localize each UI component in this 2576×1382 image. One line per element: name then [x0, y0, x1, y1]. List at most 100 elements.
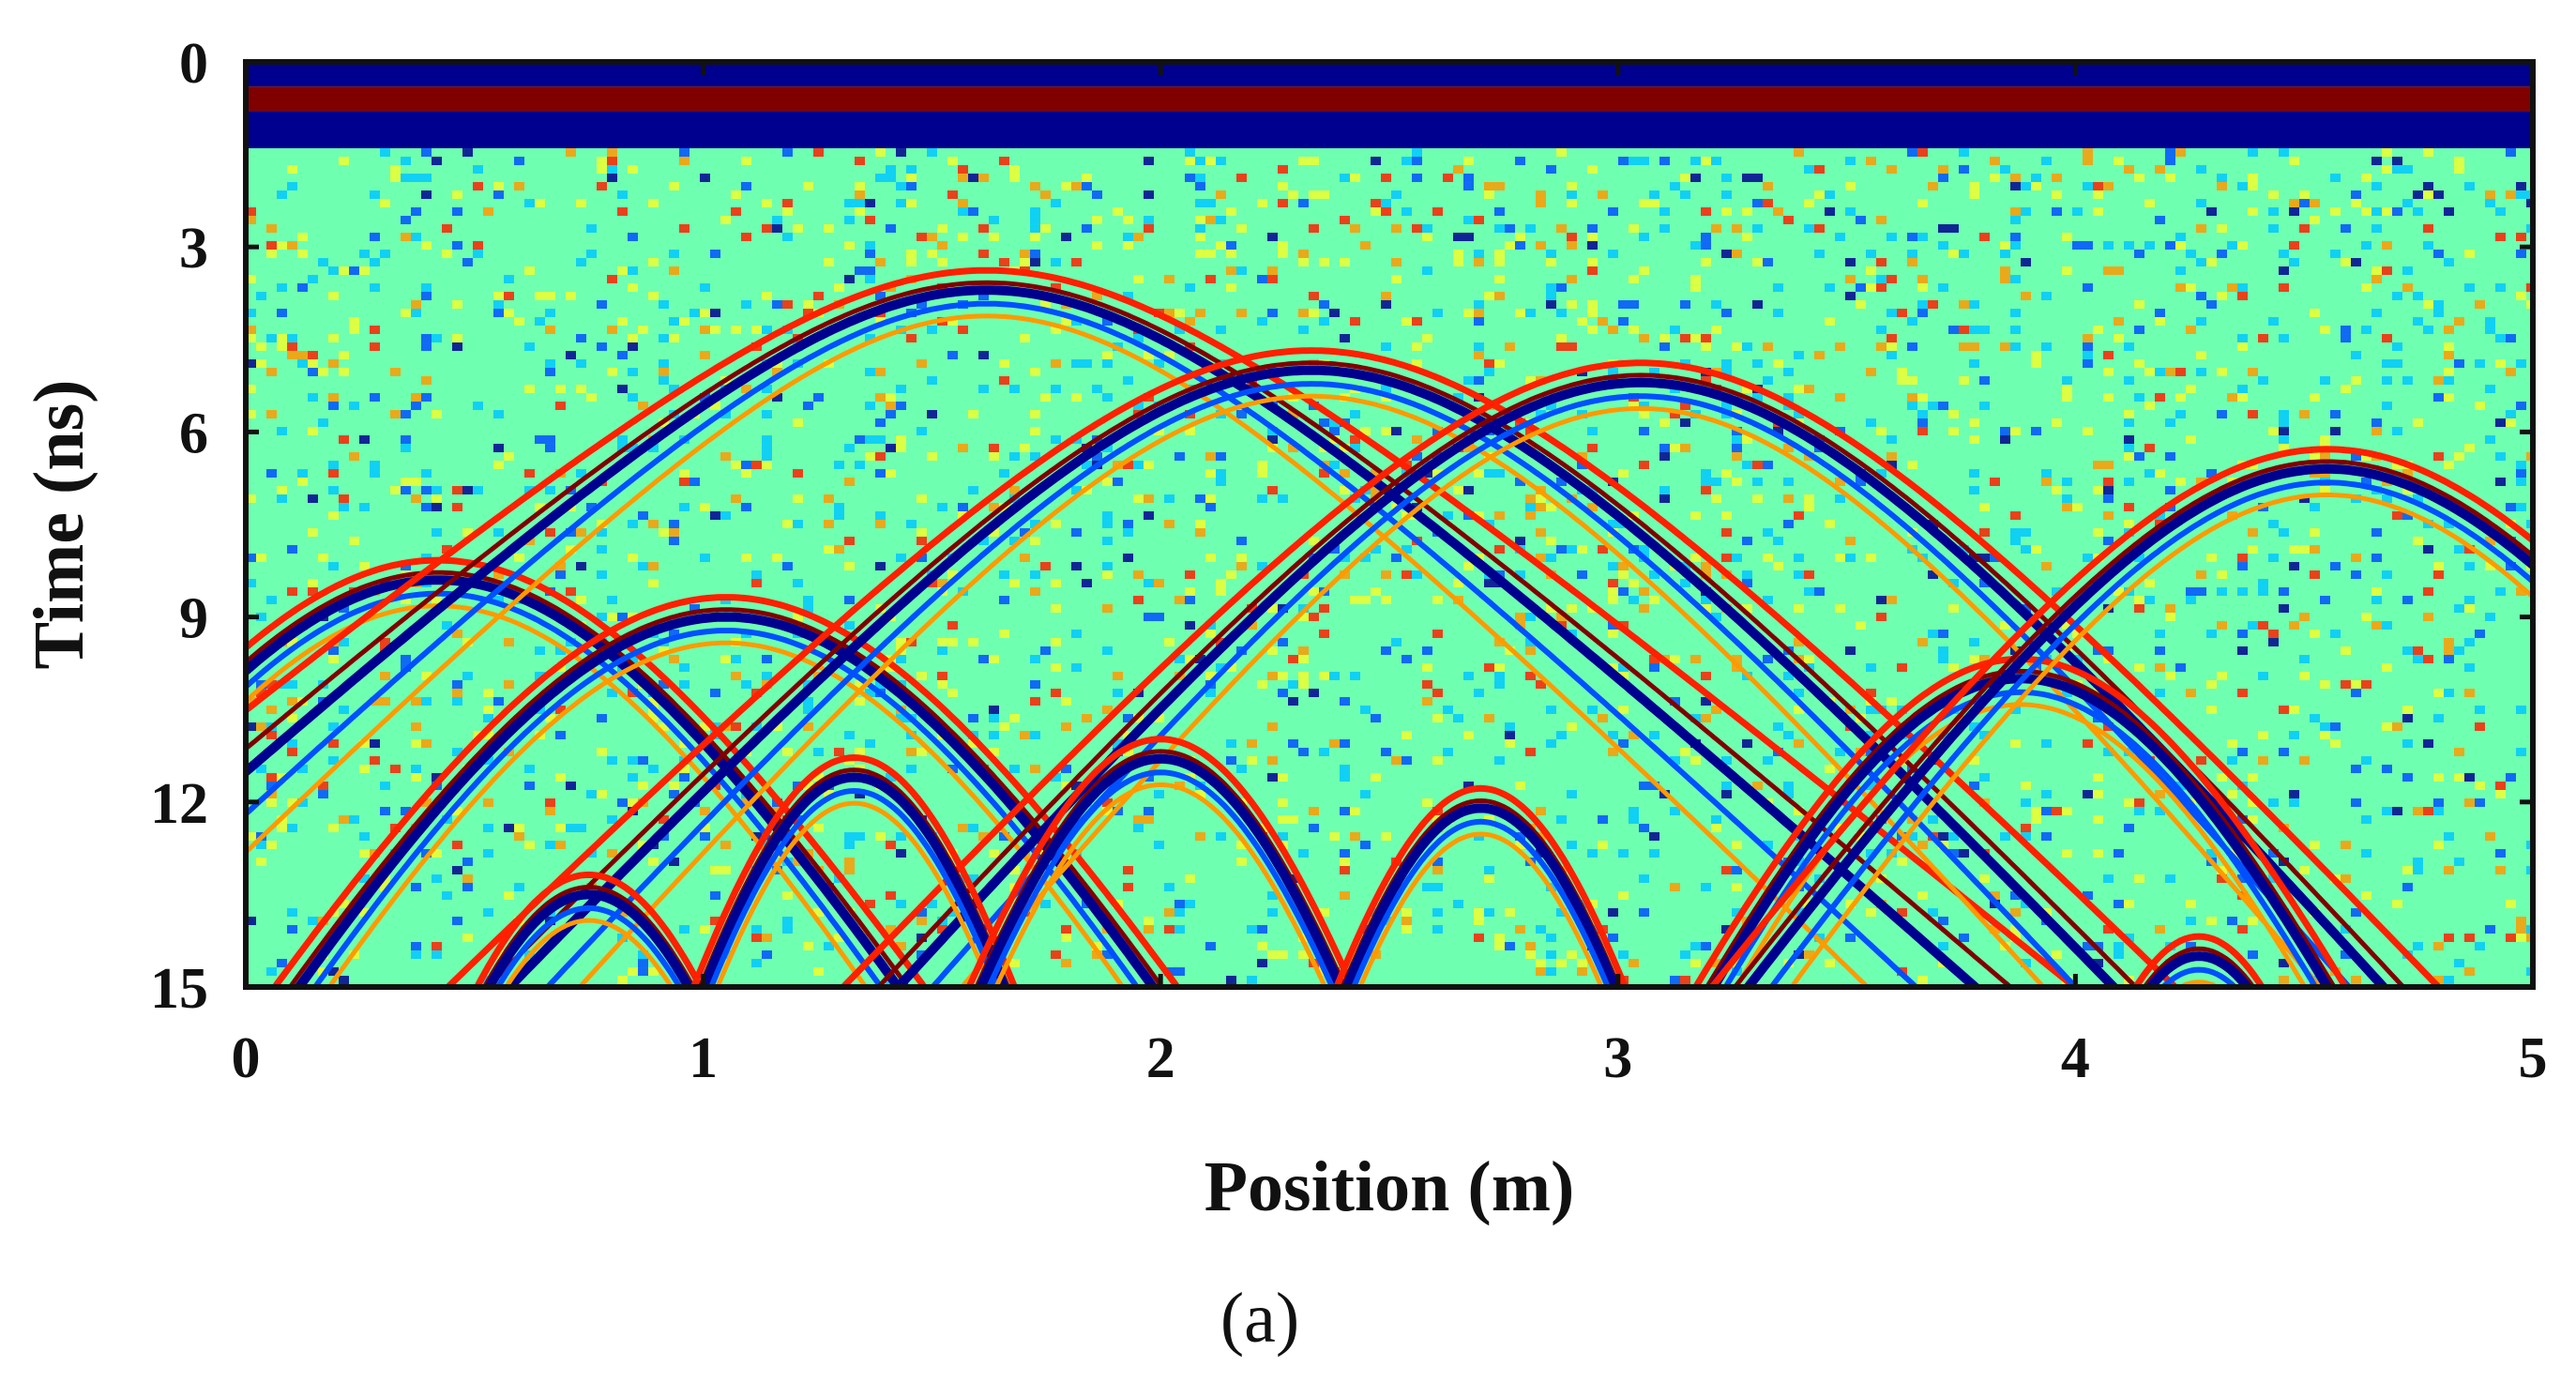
noise-cell: [989, 748, 999, 757]
noise-cell: [1556, 224, 1567, 234]
noise-cell: [1907, 233, 1917, 242]
noise-cell: [1350, 317, 1360, 327]
noise-cell: [617, 266, 628, 276]
noise-cell: [762, 410, 772, 419]
noise-cell: [1773, 722, 1783, 732]
noise-cell: [2114, 950, 2124, 960]
noise-cell: [1474, 300, 1484, 310]
noise-cell: [2351, 908, 2361, 918]
noise-cell: [2289, 798, 2299, 808]
noise-cell: [514, 832, 524, 842]
noise-cell: [855, 435, 865, 445]
noise-cell: [2464, 182, 2475, 191]
noise-cell: [2258, 756, 2268, 766]
noise-cell: [2227, 917, 2237, 926]
noise-cell: [1505, 739, 1515, 749]
noise-cell: [1794, 807, 1804, 816]
noise-cell: [865, 266, 875, 276]
noise-cell: [1752, 494, 1763, 504]
noise-cell: [1371, 773, 1381, 782]
noise-cell: [1453, 900, 1463, 909]
noise-cell: [1474, 908, 1484, 918]
noise-cell: [1102, 520, 1113, 529]
hyperbola-trace: [2142, 946, 2257, 987]
noise-cell: [700, 503, 710, 512]
noise-cell: [947, 689, 958, 698]
noise-cell: [2103, 874, 2114, 884]
noise-cell: [2186, 435, 2196, 445]
noise-cell: [359, 849, 370, 858]
noise-cell: [1071, 630, 1082, 639]
noise-cell: [1701, 714, 1711, 723]
noise-cell: [978, 655, 989, 664]
noise-cell: [1040, 300, 1051, 310]
noise-cell: [380, 199, 390, 208]
noise-cell: [287, 587, 297, 597]
noise-cell: [1133, 402, 1144, 411]
noise-cell: [452, 241, 462, 251]
noise-cell: [2392, 461, 2402, 470]
noise-cell: [844, 841, 855, 850]
noise-cell: [452, 689, 462, 698]
noise-cell: [886, 841, 896, 850]
noise-cell: [576, 258, 586, 267]
noise-cell: [452, 697, 462, 706]
noise-cell: [617, 385, 628, 394]
noise-cell: [370, 283, 380, 293]
noise-cell: [886, 174, 896, 183]
noise-cell: [339, 815, 349, 825]
noise-cell: [1144, 224, 1154, 234]
noise-cell: [1340, 486, 1350, 495]
noise-cell: [1567, 722, 1577, 732]
noise-cell: [421, 672, 432, 681]
noise-cell: [1195, 174, 1205, 183]
noise-cell: [1917, 410, 1928, 419]
noise-cell: [535, 317, 545, 327]
noise-cell: [669, 520, 679, 529]
noise-cell: [772, 368, 782, 377]
noise-cell: [999, 570, 1009, 580]
noise-cell: [2268, 224, 2279, 234]
noise-cell: [318, 554, 328, 563]
noise-cell: [1969, 469, 1979, 478]
noise-cell: [2165, 148, 2175, 158]
noise-cell: [411, 300, 421, 310]
noise-cell: [2402, 739, 2413, 749]
noise-cell: [2010, 207, 2021, 217]
noise-cell: [1278, 199, 1288, 208]
noise-cell: [2124, 900, 2134, 909]
noise-cell: [2217, 292, 2227, 301]
noise-cell: [339, 706, 349, 715]
noise-cell: [1009, 866, 1020, 875]
noise-cell: [2114, 849, 2124, 858]
noise-cell: [2268, 630, 2279, 639]
noise-cell: [1742, 739, 1752, 749]
noise-cell: [359, 435, 370, 445]
noise-cell: [1030, 731, 1040, 740]
noise-cell: [2299, 199, 2310, 208]
noise-cell: [2330, 207, 2341, 217]
noise-cell: [968, 174, 978, 183]
noise-cell: [2196, 478, 2206, 487]
noise-cell: [1061, 934, 1071, 943]
noise-cell: [968, 410, 978, 419]
noise-cell: [2341, 874, 2351, 884]
noise-cell: [1030, 233, 1040, 242]
noise-cell: [1463, 486, 1474, 495]
noise-cell: [1587, 241, 1598, 251]
noise-cell: [2072, 207, 2083, 217]
noise-cell: [1701, 486, 1711, 495]
noise-cell: [2103, 494, 2114, 504]
noise-cell: [1133, 815, 1144, 825]
noise-cell: [1319, 908, 1329, 918]
noise-cell: [1598, 714, 1608, 723]
noise-cell: [1794, 604, 1804, 614]
noise-cell: [989, 452, 999, 462]
noise-cell: [370, 190, 380, 200]
noise-cell: [1474, 511, 1484, 521]
noise-cell: [328, 266, 339, 276]
noise-cell: [1804, 655, 1814, 664]
noise-cell: [1525, 942, 1536, 951]
noise-cell: [1618, 739, 1629, 749]
noise-cell: [308, 393, 318, 402]
